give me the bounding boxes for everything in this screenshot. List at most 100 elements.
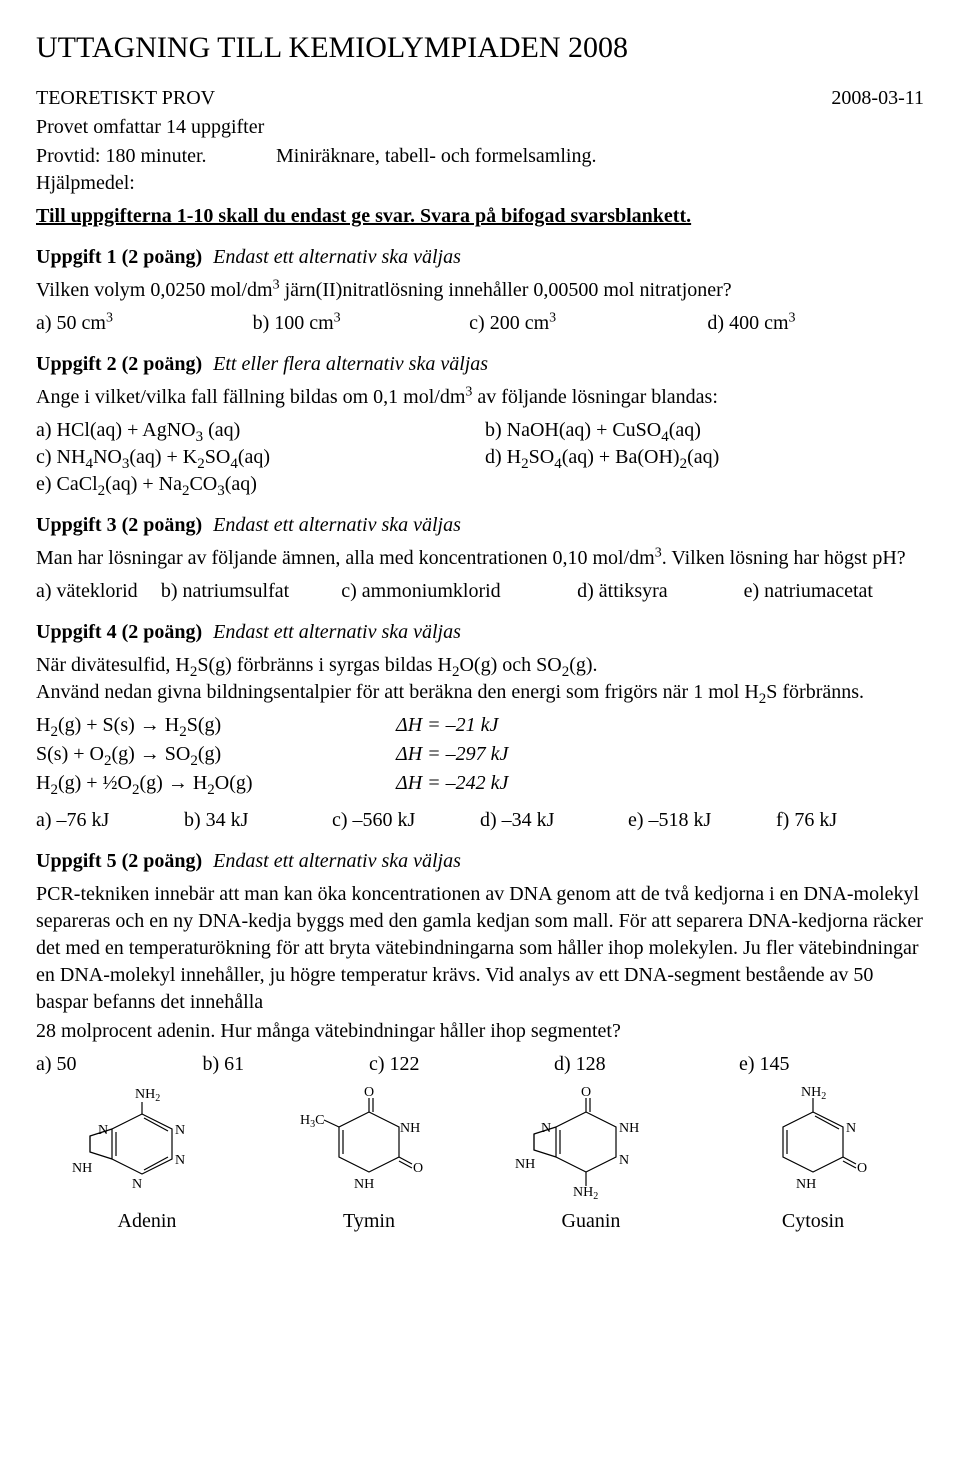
t2c1: c) NH [36,446,85,468]
option-a: a) HCl(aq) + AgNO3 (aq) [36,417,475,444]
task-2-title: Uppgift 2 (2 poäng) [36,353,202,375]
t2a: a) HCl(aq) + AgNO [36,419,196,441]
svg-text:NH: NH [619,1121,639,1136]
task-4-q1: När divätesulfid, H2S(g) förbränns i syr… [36,652,924,706]
t4q1b: S(g) förbränns i syrgas bildas H [197,654,452,676]
page-title: UTTAGNING TILL KEMIOLYMPIADEN 2008 [36,28,924,69]
task-4-title: Uppgift 4 (2 poäng) [36,621,202,643]
svg-text:NH2: NH2 [135,1087,160,1104]
task-5-q1: PCR-tekniken innebär att man kan öka kon… [36,881,924,1016]
eq-3-left: H2(g) + ½O2(g) → H2O(g) [36,770,396,797]
option-c: c) 122 [369,1051,554,1078]
e2a: S(s) + O [36,743,104,765]
molecule-adenin: NH2 N N N N NH Adenin [36,1084,258,1235]
t2c3: (aq) + K [129,446,197,468]
option-b: b) 100 cm3 [253,310,470,337]
molecule-tymin: O O NH NH H3C Tymin [258,1084,480,1235]
t2d3: (aq) + Ba(OH) [562,446,680,468]
eq-3: H2(g) + ½O2(g) → H2O(g) ΔH = –242 kJ [36,770,924,797]
tymin-icon: O O NH NH H3C [294,1084,444,1204]
option-b: b) 34 kJ [184,807,332,834]
task-3-head: Uppgift 3 (2 poäng) Endast ett alternati… [36,512,924,539]
task-4-options: a) –76 kJ b) 34 kJ c) –560 kJ d) –34 kJ … [36,807,924,834]
svg-text:O: O [857,1161,867,1176]
t2d4: (aq) [687,446,719,468]
task-5-note: Endast ett alternativ ska väljas [213,850,461,872]
task-4-note: Endast ett alternativ ska väljas [213,621,461,643]
option-c: c) NH4NO3(aq) + K2SO4(aq) [36,444,475,471]
t1d: d) 400 cm [707,312,788,334]
e3c: (g) → H [140,772,208,794]
svg-text:O: O [581,1085,591,1100]
task-3-question: Man har lösningar av följande ämnen, all… [36,545,924,572]
task-2-question: Ange i vilket/vilka fall fällning bildas… [36,384,924,411]
option-d: d) 128 [554,1051,739,1078]
info-line-2: Provtid: 180 minuter. Hjälpmedel: Minirä… [36,143,924,197]
eq-3-right: ΔH = –242 kJ [396,770,924,797]
svg-text:NH: NH [72,1161,92,1176]
svg-text:N: N [98,1123,108,1138]
task-4-head: Uppgift 4 (2 poäng) Endast ett alternati… [36,619,924,646]
option-e: e) –518 kJ [628,807,776,834]
eq-2-left: S(s) + O2(g) → SO2(g) [36,741,396,768]
molecule-cytosin: NH2 N O NH Cytosin [702,1084,924,1235]
task-5-head: Uppgift 5 (2 poäng) Endast ett alternati… [36,848,924,875]
task-1-head: Uppgift 1 (2 poäng) Endast ett alternati… [36,244,924,271]
molecule-row: NH2 N N N N NH Adenin O O [36,1084,924,1235]
t2b: b) NaOH(aq) + CuSO [485,419,661,441]
option-e: e) natriumacetat [744,578,924,605]
cytosin-icon: NH2 N O NH [738,1084,888,1204]
guanin-icon: O NH N NH2 N NH [511,1084,671,1204]
task-3-title: Uppgift 3 (2 poäng) [36,514,202,536]
svg-text:NH2: NH2 [573,1185,598,1202]
task-3-options: a) väteklorid b) natriumsulfat c) ammoni… [36,578,924,605]
t1b: b) 100 cm [253,312,334,334]
task-5-q2: 28 molprocent adenin. Hur många vätebind… [36,1018,924,1045]
t2e3: CO [189,473,217,495]
t1-q-post: järn(II)nitratlösning innehåller 0,00500… [280,279,732,301]
t4q2a: Använd nedan givna bildningsentalpier fö… [36,681,759,703]
molecule-name: Tymin [258,1208,480,1235]
info-left: Provtid: 180 minuter. Hjälpmedel: [36,143,276,197]
svg-text:NH: NH [515,1157,535,1172]
t2e4: (aq) [225,473,257,495]
svg-text:O: O [413,1161,423,1176]
info-right: Miniräknare, tabell- och formelsamling. [276,143,924,197]
eq-2: S(s) + O2(g) → SO2(g) ΔH = –297 kJ [36,741,924,768]
task-2-note: Ett eller flera alternativ ska väljas [213,353,488,375]
t2e2: (aq) + Na [105,473,182,495]
svg-text:NH: NH [354,1177,374,1192]
subtitle: TEORETISKT PROV [36,85,215,112]
e1b: (g) + S(s) → H [58,714,179,736]
option-c: c) –560 kJ [332,807,480,834]
svg-text:N: N [846,1121,856,1136]
option-e: e) CaCl2(aq) + Na2CO3(aq) [36,471,475,498]
option-a: a) –76 kJ [36,807,184,834]
svg-text:NH2: NH2 [801,1085,826,1102]
t2d1: d) H [485,446,521,468]
svg-text:N: N [175,1153,185,1168]
molecule-name: Guanin [480,1208,702,1235]
option-a: a) väteklorid [36,578,161,605]
option-b: b) NaOH(aq) + CuSO4(aq) [485,417,924,444]
t3qe: . Vilken lösning har högst pH? [662,547,906,569]
date: 2008-03-11 [831,85,924,112]
adenin-icon: NH2 N N N N NH [72,1084,222,1204]
task-1-title: Uppgift 1 (2 poäng) [36,246,202,268]
t1c: c) 200 cm [469,312,549,334]
t2-q-post: av följande lösningar blandas: [472,386,718,408]
svg-text:NH: NH [400,1121,420,1136]
t2c5: (aq) [238,446,270,468]
e3a: H [36,772,50,794]
t3q: Man har lösningar av följande ämnen, all… [36,547,655,569]
header-row: TEORETISKT PROV 2008-03-11 [36,85,924,114]
t1a: a) 50 cm [36,312,106,334]
t2ae: (aq) [203,419,240,441]
t4q1d: (g). [569,654,597,676]
option-d: d) H2SO4(aq) + Ba(OH)2(aq) [485,444,924,471]
task-1-options: a) 50 cm3 b) 100 cm3 c) 200 cm3 d) 400 c… [36,310,924,337]
t2be: (aq) [669,419,701,441]
t4q2b: S förbränns. [766,681,864,703]
svg-text:N: N [132,1177,142,1192]
e3d: O(g) [215,772,253,794]
